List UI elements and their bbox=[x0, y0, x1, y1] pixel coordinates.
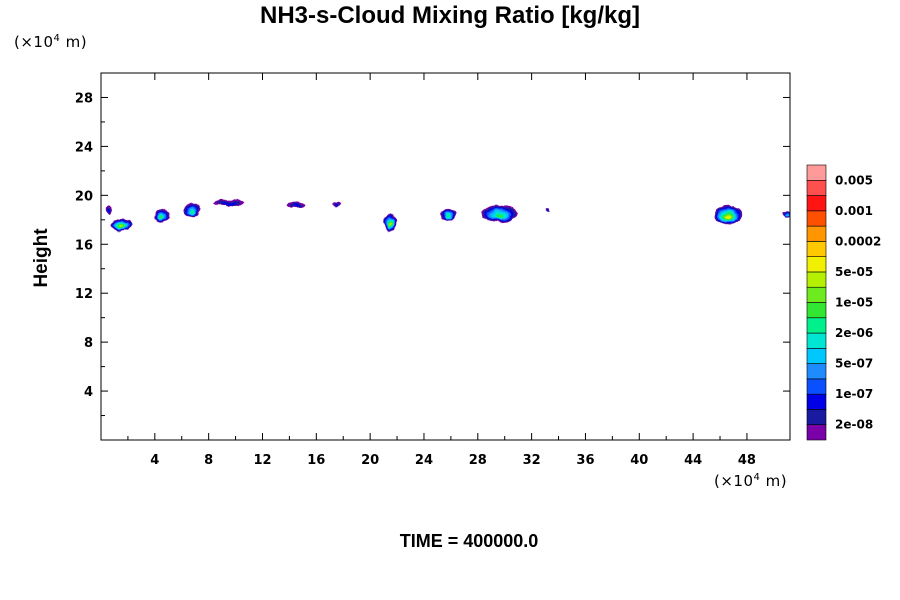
x-tick-label: 16 bbox=[307, 453, 325, 468]
colorbar-label: 2e-08 bbox=[835, 418, 873, 432]
colorbar-swatch bbox=[806, 241, 827, 257]
cloud-contour bbox=[292, 204, 301, 208]
x-tick-label: 36 bbox=[576, 453, 594, 468]
cloud-blob bbox=[286, 202, 306, 209]
cloud-contour bbox=[786, 213, 789, 216]
x-tick-label: 28 bbox=[469, 453, 487, 468]
y-unit-suffix: m) bbox=[60, 33, 88, 51]
cloud-contour bbox=[221, 201, 236, 205]
x-tick-label: 32 bbox=[523, 453, 541, 468]
colorbar: 2e-08 1e-07 5e-07 2e-06 1e-05 5e-05 0.0002 0.00… bbox=[806, 164, 881, 441]
colorbar-swatch bbox=[806, 210, 827, 227]
cloud-blob bbox=[440, 209, 456, 221]
cloud-blob bbox=[212, 199, 245, 206]
colorbar-swatch bbox=[806, 164, 827, 181]
time-label: TIME = 400000.0 bbox=[399, 531, 539, 551]
colorbar-swatch bbox=[806, 393, 827, 410]
colorbar-swatch bbox=[806, 225, 827, 242]
colorbar-swatch bbox=[806, 271, 827, 288]
cloud-contour bbox=[496, 214, 503, 218]
cloud-contour bbox=[119, 225, 123, 228]
cloud-contour bbox=[107, 208, 111, 214]
cloud-contour bbox=[191, 210, 194, 214]
cloud-blob bbox=[110, 217, 132, 232]
x-tick-label: 40 bbox=[630, 453, 648, 468]
colorbar-label: 5e-07 bbox=[835, 357, 873, 371]
cloud-field bbox=[105, 199, 790, 232]
y-unit-prefix: (×10 bbox=[14, 33, 54, 51]
colorbar-label: 1e-07 bbox=[835, 387, 873, 401]
x-tick-label: 12 bbox=[253, 453, 271, 468]
y-unit-exponent: 4 bbox=[53, 33, 61, 44]
chart-title: NH3-s-Cloud Mixing Ratio [kg/kg] bbox=[260, 2, 640, 29]
colorbar-swatch bbox=[806, 195, 827, 212]
colorbar-label: 5e-05 bbox=[835, 265, 873, 279]
x-axis-unit: (×104 m) bbox=[714, 472, 787, 490]
x-tick-label: 48 bbox=[738, 453, 756, 468]
colorbar-swatch bbox=[806, 378, 827, 395]
colorbar-swatch bbox=[806, 332, 827, 349]
colorbar-label: 0.001 bbox=[835, 204, 873, 218]
x-unit-exponent: 4 bbox=[753, 472, 761, 483]
colorbar-swatch bbox=[806, 424, 827, 441]
x-tick-label: 4 bbox=[150, 453, 159, 468]
cloud-blob bbox=[105, 205, 113, 215]
cloud-contour bbox=[389, 223, 392, 226]
cloud-contour bbox=[726, 216, 730, 219]
x-unit-prefix: (×10 bbox=[714, 472, 754, 490]
y-tick-label: 24 bbox=[75, 140, 93, 155]
colorbar-swatch bbox=[806, 317, 827, 334]
x-tick-label: 44 bbox=[684, 453, 702, 468]
cloud-blob bbox=[545, 208, 550, 212]
cloud-blob bbox=[783, 210, 790, 217]
colorbar-swatch bbox=[806, 256, 827, 273]
cloud-blob bbox=[481, 205, 518, 223]
colorbar-swatch bbox=[806, 348, 827, 364]
x-tick-label: 20 bbox=[361, 453, 379, 468]
cloud-blob bbox=[331, 201, 342, 207]
cloud-contour bbox=[546, 209, 549, 212]
y-axis-unit: (×104 m) bbox=[14, 33, 87, 51]
colorbar-label: 0.0002 bbox=[835, 234, 881, 248]
colorbar-swatch bbox=[806, 179, 827, 196]
cloud-contour bbox=[334, 203, 339, 206]
plot-frame bbox=[100, 72, 791, 441]
x-tick-label: 24 bbox=[415, 453, 433, 468]
cloud-blob bbox=[713, 205, 743, 225]
y-tick-label: 20 bbox=[75, 189, 93, 204]
cloud-blob bbox=[384, 213, 397, 231]
colorbar-swatch bbox=[806, 286, 827, 303]
colorbar-swatch bbox=[806, 409, 827, 426]
x-unit-suffix: m) bbox=[760, 472, 788, 490]
x-tick-label: 8 bbox=[204, 453, 213, 468]
colorbar-swatch bbox=[806, 302, 827, 319]
y-tick-label: 4 bbox=[84, 385, 93, 400]
y-tick-label: 12 bbox=[75, 287, 93, 302]
cloud-blob bbox=[184, 202, 201, 218]
y-tick-label: 8 bbox=[84, 336, 93, 351]
cloud-blob bbox=[154, 208, 169, 224]
y-tick-label: 16 bbox=[75, 238, 93, 253]
cloud-contour bbox=[160, 216, 163, 220]
colorbar-label: 0.005 bbox=[835, 173, 873, 187]
colorbar-label: 1e-05 bbox=[835, 296, 873, 310]
y-tick-label: 28 bbox=[75, 91, 93, 106]
colorbar-swatch bbox=[806, 363, 827, 380]
cloud-contour bbox=[446, 215, 450, 218]
colorbar-label: 2e-06 bbox=[835, 326, 873, 340]
